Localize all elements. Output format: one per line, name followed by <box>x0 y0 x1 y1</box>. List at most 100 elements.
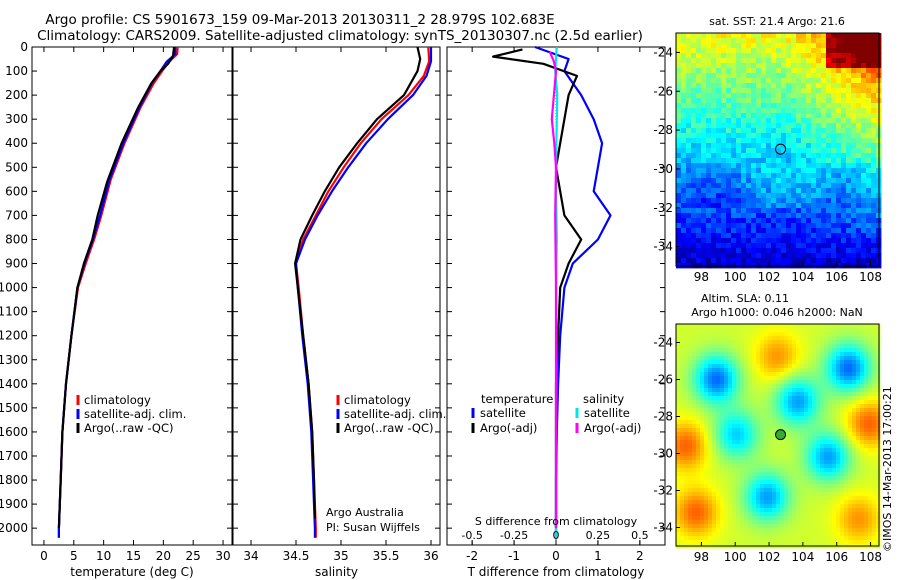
sla-map-cell <box>720 456 725 461</box>
sst-map-cell <box>866 233 872 239</box>
sla-map-cell <box>868 380 873 385</box>
sst-map-cell <box>861 93 867 99</box>
sst-map-cell <box>691 243 697 249</box>
sla-map-cell <box>680 440 685 445</box>
sst-map-cell <box>766 123 772 129</box>
sla-map-cell <box>708 496 713 501</box>
sst-map-cell <box>731 223 737 229</box>
sla-map-cell <box>708 512 713 517</box>
sla-map-cell <box>832 528 837 533</box>
sla-map-cell <box>836 384 841 389</box>
sst-map-cell <box>806 68 812 74</box>
sla-map-cell <box>728 504 733 509</box>
sla-map-cell <box>760 404 765 409</box>
sla-map-cell <box>692 504 697 509</box>
sla-map-cell <box>712 380 717 385</box>
sla-map-cell <box>764 532 769 537</box>
sst-map-cell <box>836 198 842 204</box>
sla-map-cell <box>712 368 717 373</box>
sst-map-cell <box>766 148 772 154</box>
sla-map-cell <box>688 360 693 365</box>
sla-map-cell <box>816 340 821 345</box>
sla-map-cell <box>868 536 873 541</box>
sst-map-cell <box>841 93 847 99</box>
sla-map-cell <box>776 328 781 333</box>
sla-map-cell <box>772 504 777 509</box>
sst-map-cell <box>746 233 752 239</box>
sla-map-cell <box>832 504 837 509</box>
sst-map-cell <box>796 93 802 99</box>
sst-map-cell <box>681 38 687 44</box>
sst-map-cell <box>686 163 692 169</box>
sla-map-cell <box>772 536 777 541</box>
sla-map-cell <box>772 424 777 429</box>
sla-map-cell <box>876 464 881 469</box>
sst-map-cell <box>851 88 857 94</box>
difference-legend-header: salinity <box>583 392 624 406</box>
sla-map-cell <box>788 384 793 389</box>
sst-map-cell <box>841 173 847 179</box>
sla-map-cell <box>828 436 833 441</box>
sla-map-cell <box>836 428 841 433</box>
sst-map-cell <box>736 138 742 144</box>
sst-map-cell <box>756 68 762 74</box>
sst-map-cell <box>681 103 687 109</box>
sla-map-cell <box>736 508 741 513</box>
sla-map-cell <box>776 348 781 353</box>
sla-map-cell <box>696 368 701 373</box>
sla-map-cell <box>744 400 749 405</box>
sst-map-cell <box>796 168 802 174</box>
difference-s-tick-label: -0.25 <box>500 529 528 542</box>
sla-map-cell <box>848 328 853 333</box>
sst-map-cell <box>806 178 812 184</box>
sst-map-cell <box>741 43 747 49</box>
sst-map-cell <box>836 118 842 124</box>
sst-map-cell <box>851 223 857 229</box>
sla-map-cell <box>800 472 805 477</box>
salinity-frame <box>232 46 441 546</box>
sla-map-cell <box>860 436 865 441</box>
sla-map-cell <box>756 356 761 361</box>
difference-xlabel-top: S difference from climatology <box>475 515 638 528</box>
sla-map-cell <box>708 452 713 457</box>
sla-map-cell <box>764 476 769 481</box>
sla-map-cell <box>876 360 881 365</box>
sla-map-cell <box>876 404 881 409</box>
sla-map-cell <box>696 356 701 361</box>
sst-map-cell <box>841 73 847 79</box>
sla-map-cell <box>864 532 869 537</box>
sst-map-cell <box>731 43 737 49</box>
sla-map-cell <box>784 348 789 353</box>
sla-map-cell <box>832 460 837 465</box>
sla-map-cell <box>820 376 825 381</box>
sla-map-cell <box>832 348 837 353</box>
sla-map-cell <box>764 484 769 489</box>
sst-map-cell <box>781 173 787 179</box>
sst-map-cell <box>716 208 722 214</box>
sst-map-cell <box>756 128 762 134</box>
sst-map-cell <box>676 253 682 259</box>
sla-map-cell <box>752 488 757 493</box>
sst-map-cell <box>831 88 837 94</box>
sla-map-cell <box>784 384 789 389</box>
sla-map-cell <box>708 408 713 413</box>
sst-map-cell <box>776 93 782 99</box>
sla-map-cell <box>748 408 753 413</box>
sst-map-cell <box>866 63 872 69</box>
sst-map-cell <box>821 88 827 94</box>
sst-map-cell <box>696 218 702 224</box>
sst-map-cell <box>691 128 697 134</box>
sla-map-cell <box>796 444 801 449</box>
sla-map-cell <box>824 352 829 357</box>
title-line-1: Argo profile: CS 5901673_159 09-Mar-2013… <box>45 12 554 28</box>
sst-map-cell <box>771 148 777 154</box>
sla-map-cell <box>740 540 745 545</box>
sla-map-cell <box>744 408 749 413</box>
sla-map-cell <box>792 392 797 397</box>
sst-map-cell <box>781 58 787 64</box>
sst-map-cell <box>756 193 762 199</box>
sst-map-cell <box>826 248 832 254</box>
sst-map-cell <box>681 248 687 254</box>
sst-map-cell <box>846 108 852 114</box>
